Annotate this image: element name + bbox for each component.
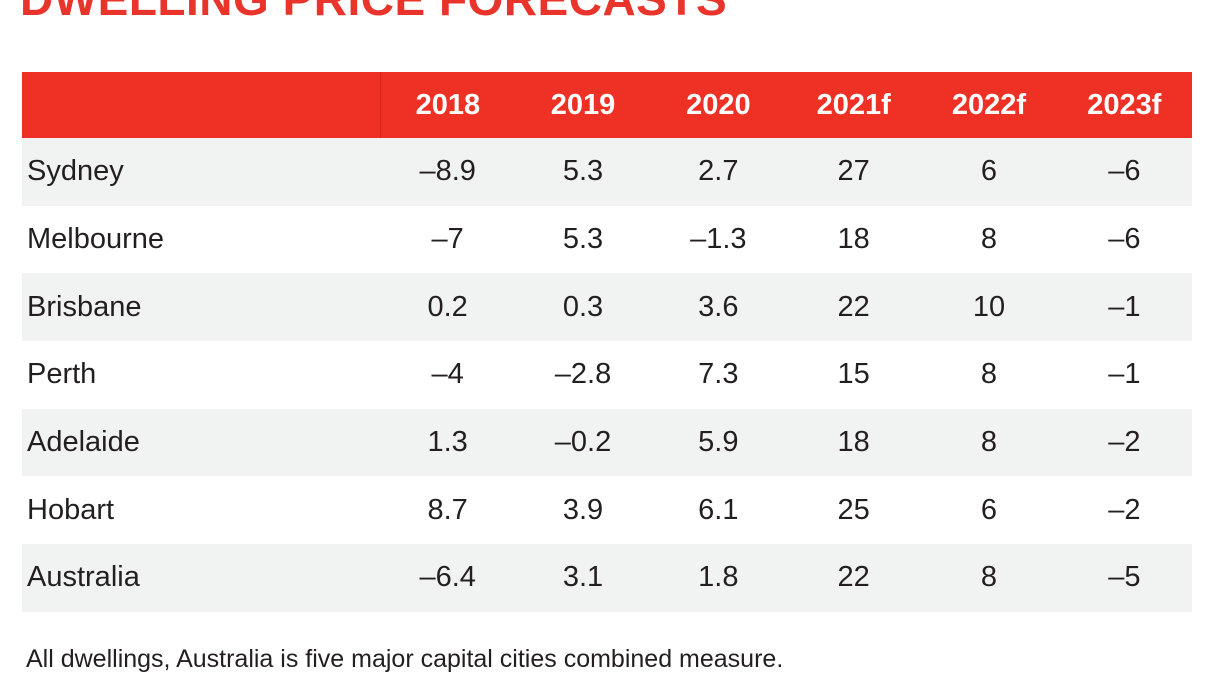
table-cell-value: –8.9 xyxy=(419,155,476,188)
table-cell-value: 3.1 xyxy=(562,561,604,594)
table-row: Adelaide 1.3 –0.2 5.9 18 8 –2 xyxy=(22,408,1192,477)
header-row: 2018 2019 2020 2021f 2022f 2023f xyxy=(22,72,1192,138)
table-cell-value: 8 xyxy=(980,561,998,594)
table-cell-value: 8 xyxy=(980,358,998,391)
row-label-city: Hobart xyxy=(27,493,115,526)
table-cell-value: 18 xyxy=(837,426,870,459)
header-cell-2018: 2018 xyxy=(415,88,481,121)
table-cell-value: –6 xyxy=(1108,155,1141,188)
table-cell-value: 3.9 xyxy=(562,493,604,526)
table-cell-value: 1.8 xyxy=(698,561,739,594)
table-cell-value: 1.3 xyxy=(427,426,468,459)
header-cell-2021f: 2021f xyxy=(816,88,891,121)
forecast-table: 2018 2019 2020 2021f 2022f 2023f Sydney –… xyxy=(22,72,1192,612)
table-cell-value: 6 xyxy=(980,155,998,188)
table-cell-value: 25 xyxy=(837,493,870,526)
table-cell-value: 2.7 xyxy=(698,155,739,188)
header-cell-2023f: 2023f xyxy=(1087,88,1162,121)
table-cell-value: –2 xyxy=(1108,493,1141,526)
footnote: All dwellings, Australia is five major c… xyxy=(26,645,784,673)
table-cell-value: 8.7 xyxy=(427,493,468,526)
table-cell-value: 5.3 xyxy=(562,223,604,256)
row-label-city: Perth xyxy=(27,358,97,391)
table-cell-value: –6.4 xyxy=(419,561,476,594)
table-cell-value: –7 xyxy=(431,223,464,256)
table-row: Perth –4 –2.8 7.3 15 8 –1 xyxy=(22,341,1192,409)
table-row: Melbourne –7 5.3 –1.3 18 8 –6 xyxy=(22,205,1192,274)
header-cell-city xyxy=(22,72,381,138)
table-cell-value: –1 xyxy=(1108,290,1141,323)
table-cell-value: 8 xyxy=(980,426,998,459)
table-cell-value: –2.8 xyxy=(554,358,612,391)
row-label-city: Australia xyxy=(27,561,140,594)
table-cell-value: 0.2 xyxy=(427,290,468,323)
table-cell-value: 5.9 xyxy=(698,426,739,459)
row-label-city: Sydney xyxy=(27,155,124,188)
table-row: Sydney –8.9 5.3 2.7 27 6 –6 xyxy=(22,138,1192,206)
header-cell-2019: 2019 xyxy=(550,88,616,121)
table-cell-value: 3.6 xyxy=(698,290,739,323)
table-cell-value: 8 xyxy=(980,223,998,256)
table-header: 2018 2019 2020 2021f 2022f 2023f xyxy=(22,72,1192,138)
table-row: Brisbane 0.2 0.3 3.6 22 10 –1 xyxy=(22,273,1192,342)
table-row: Hobart 8.7 3.9 6.1 25 6 –2 xyxy=(22,476,1192,545)
table-cell-value: –0.2 xyxy=(554,426,612,459)
row-label-city: Brisbane xyxy=(27,290,142,323)
table-cell-value: 18 xyxy=(837,223,870,256)
table-cell-value: 6 xyxy=(980,493,998,526)
header-cell-2020: 2020 xyxy=(686,88,751,121)
table-cell-value: 27 xyxy=(837,155,870,188)
table-cell-value: 6.1 xyxy=(698,493,739,526)
table-cell-value: –5 xyxy=(1108,561,1141,594)
table-cell-value: –2 xyxy=(1108,426,1141,459)
table-cell-value: –4 xyxy=(431,358,464,391)
table-cell-value: 7.3 xyxy=(698,358,739,391)
header-cell-2022f: 2022f xyxy=(951,88,1027,121)
table-cell-value: –1 xyxy=(1108,358,1141,391)
table-cell-value: –1.3 xyxy=(690,223,747,256)
row-label-city: Adelaide xyxy=(27,426,140,459)
table-cell-value: –6 xyxy=(1108,223,1141,256)
table-cell-value: 5.3 xyxy=(562,155,604,188)
table-cell-value: 22 xyxy=(837,290,870,323)
table-cell-value: 22 xyxy=(837,561,870,594)
table-cell-value: 0.3 xyxy=(562,290,604,323)
table-body: Sydney –8.9 5.3 2.7 27 6 –6 Melbourne –7 5.3 –1.3 1… xyxy=(22,138,1192,612)
table-row: Australia –6.4 3.1 1.8 22 8 –5 xyxy=(22,544,1192,612)
table-cell-value: 10 xyxy=(972,290,1006,323)
row-label-city: Melbourne xyxy=(27,223,165,256)
chart-title: DWELLING PRICE FORECASTS xyxy=(20,0,727,24)
table-cell-value: 15 xyxy=(837,358,870,391)
